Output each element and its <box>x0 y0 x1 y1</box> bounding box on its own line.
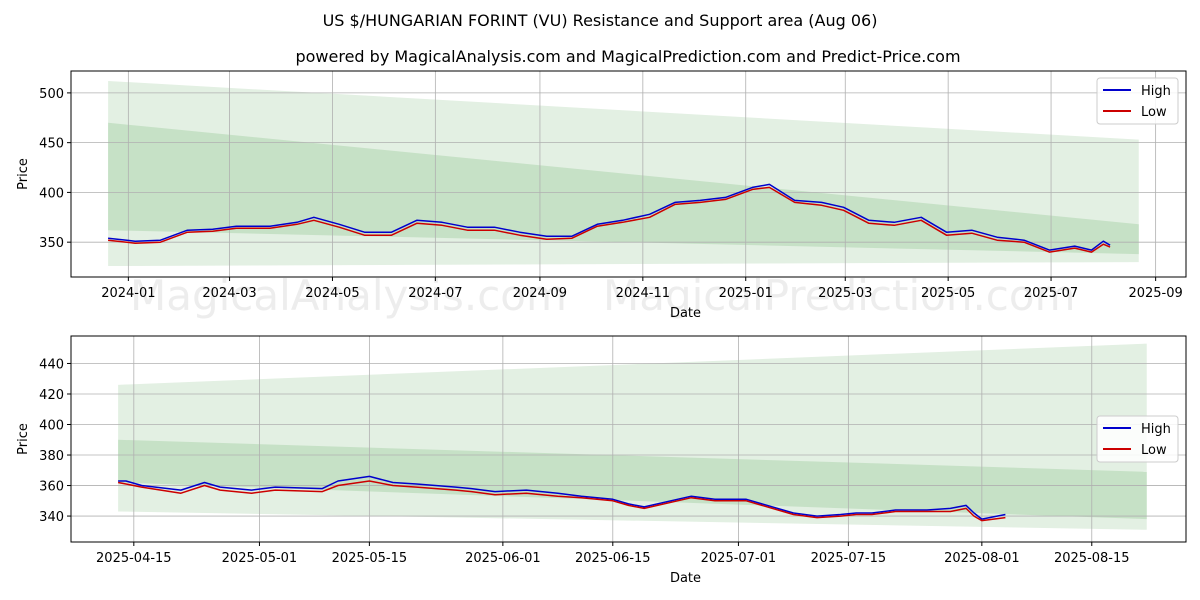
x-tick-label: 2025-08-01 <box>944 551 1020 566</box>
x-tick-label: 2025-03 <box>818 286 872 301</box>
y-tick-label: 350 <box>39 236 64 251</box>
plot-frame <box>70 70 1187 278</box>
y-tick-label: 420 <box>39 388 64 403</box>
legend: High Low <box>1096 77 1179 125</box>
series-line-low <box>108 186 1111 253</box>
series-line-high <box>118 475 1006 520</box>
x-tick-label: 2024-09 <box>513 286 567 301</box>
x-tick-label: 2024-05 <box>305 286 359 301</box>
x-axis-label: Date <box>670 306 701 321</box>
chart-panel-2: MagicalAnalysis.comMagicalPrediction.com… <box>16 335 1187 586</box>
x-tick-label: 2025-09 <box>1128 286 1182 301</box>
y-tick-label: 440 <box>39 357 64 372</box>
y-tick-label: 450 <box>39 137 64 152</box>
y-axis-label: Price <box>16 158 31 190</box>
y-tick-label: 340 <box>39 510 64 525</box>
series-line-low <box>117 480 1006 522</box>
watermark-text: MagicalPrediction.com <box>603 271 1076 320</box>
chart-title: US $/HUNGARIAN FORINT (VU) Resistance an… <box>323 11 878 30</box>
x-tick-label: 2024-11 <box>616 286 670 301</box>
legend-label-low: Low <box>1141 443 1167 458</box>
legend-label-high: High <box>1141 422 1171 437</box>
x-tick-label: 2025-05-15 <box>332 551 408 566</box>
chart-subtitle: powered by MagicalAnalysis.com and Magic… <box>295 47 960 66</box>
x-tick-label: 2024-03 <box>202 286 256 301</box>
x-tick-label: 2024-07 <box>408 286 462 301</box>
x-tick-label: 2025-06-01 <box>465 551 541 566</box>
y-tick-label: 400 <box>39 419 64 434</box>
chart-panel-1: MagicalAnalysis.com MagicalPrediction.com… <box>16 70 1187 321</box>
y-tick-label: 380 <box>39 449 64 464</box>
series-line-high <box>108 183 1111 251</box>
x-axis-label: Date <box>670 571 701 586</box>
legend: High Low <box>1096 415 1179 463</box>
x-tick-label: 2025-04-15 <box>96 551 172 566</box>
plot-frame <box>70 335 1187 543</box>
y-axis-label: Price <box>16 423 31 455</box>
x-tick-label: 2025-07 <box>1024 286 1078 301</box>
legend-label-low: Low <box>1141 105 1167 120</box>
y-tick-label: 400 <box>39 186 64 201</box>
x-tick-label: 2025-01 <box>719 286 773 301</box>
watermark-text: MagicalAnalysis.com <box>130 271 567 320</box>
x-tick-label: 2025-05 <box>921 286 975 301</box>
x-tick-label: 2025-06-15 <box>575 551 651 566</box>
x-tick-label: 2025-05-01 <box>222 551 298 566</box>
y-tick-label: 360 <box>39 480 64 495</box>
x-tick-label: 2025-07-01 <box>701 551 777 566</box>
resistance-support-band-inner <box>118 439 1147 520</box>
x-tick-label: 2024-01 <box>101 286 155 301</box>
x-tick-label: 2025-07-15 <box>811 551 887 566</box>
y-tick-label: 500 <box>39 87 64 102</box>
x-tick-label: 2025-08-15 <box>1054 551 1130 566</box>
legend-label-high: High <box>1141 84 1171 99</box>
